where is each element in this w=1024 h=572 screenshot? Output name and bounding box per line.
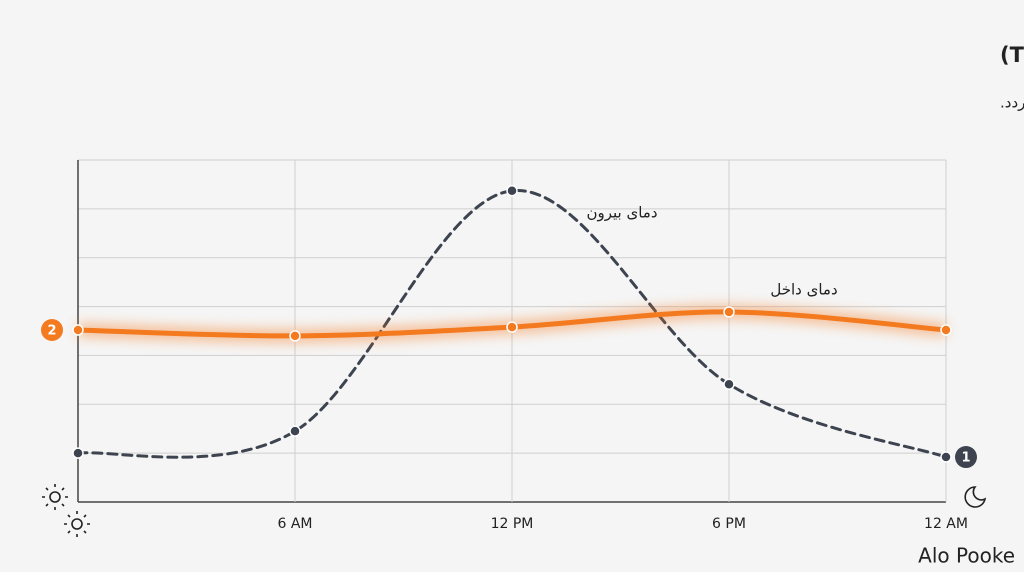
point: [723, 378, 735, 391]
point: [289, 425, 301, 437]
x-tick-label: 6 AM: [277, 516, 312, 532]
x-tick-label: 6 PM: [712, 516, 746, 532]
chart-subtitle: اثر تأخیر حرارتی (Thermal Lag) باعث می‌ش…: [1000, 92, 1024, 113]
chart-title: پایداری حرارتی (Thermal Inertia): [1000, 43, 1024, 67]
point: [289, 330, 301, 342]
point: [940, 451, 952, 463]
point: [506, 185, 518, 197]
badge-label: 2: [47, 324, 56, 339]
brand-logo: Alo Pooke: [918, 544, 1015, 568]
badge-label: 1: [961, 451, 970, 466]
x-tick-label: 12 AM: [924, 516, 968, 532]
series-label: دمای داخل: [770, 280, 837, 298]
badge: [955, 446, 977, 469]
sun-icon: [42, 484, 90, 537]
point: [506, 321, 518, 333]
series: دمای بیرون 1: [72, 185, 977, 469]
point: [940, 324, 952, 336]
moon-icon: [964, 486, 987, 508]
series: دمای داخل 2: [41, 280, 952, 343]
series-label: دمای بیرون: [586, 203, 657, 221]
point: [72, 447, 84, 459]
point: [723, 306, 735, 318]
badge: [41, 319, 63, 342]
point: [72, 324, 84, 336]
line: [76, 189, 948, 459]
x-tick-label: 12 PM: [491, 516, 534, 532]
